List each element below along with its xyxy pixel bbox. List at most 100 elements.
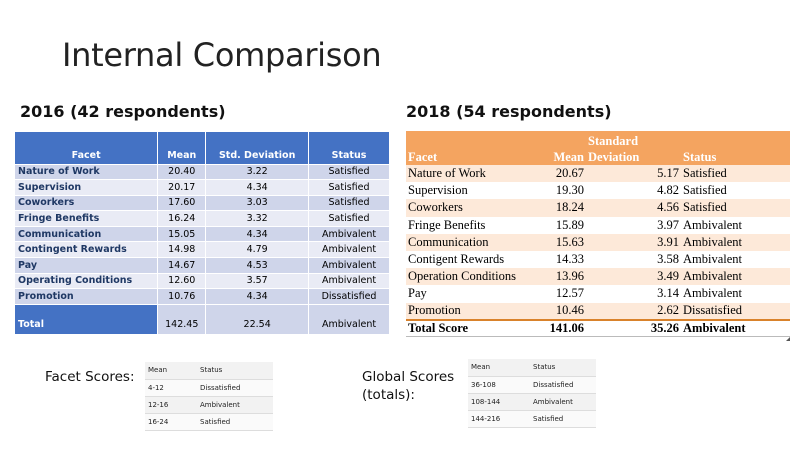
global-scores-legend: Mean Status 36-108 Dissatisfied 108-144 Amb… <box>468 359 596 428</box>
col-header-top <box>681 131 790 149</box>
facet-cell: Communication <box>406 233 536 251</box>
total-std: 35.26 <box>586 318 681 337</box>
mean-cell: 17.60 <box>157 194 207 211</box>
total-status: Ambivalent <box>308 303 390 335</box>
status-cell: Satisfied <box>681 165 790 183</box>
std-cell: 3.97 <box>586 216 681 234</box>
status-cell: Ambivalent <box>308 272 390 289</box>
std-cell: 3.22 <box>205 163 310 180</box>
mean-cell: 16.24 <box>157 210 207 227</box>
table-row: Promotion 10.76 4.34 Dissatisfied <box>15 288 390 305</box>
legend-row: 36-108 Dissatisfied <box>468 376 596 394</box>
table-row: Coworkers 17.60 3.03 Satisfied <box>15 194 390 211</box>
total-label: Total Score <box>406 318 536 337</box>
legend-range: 144-216 <box>468 410 530 428</box>
mean-cell: 15.63 <box>536 233 586 251</box>
facet-cell: Contigent Rewards <box>406 250 536 269</box>
facet-cell: Operating Conditions <box>15 272 159 289</box>
legend-row: 144-216 Satisfied <box>468 410 596 428</box>
table-row: Promotion 10.46 2.62 Dissatisfied <box>406 302 790 320</box>
table-row: Fringe Benefits 15.89 3.97 Ambivalent <box>406 216 790 234</box>
status-cell: Ambivalent <box>681 285 790 303</box>
table-row: Nature of Work 20.67 5.17 Satisfied <box>406 165 790 183</box>
total-mean: 142.45 <box>157 303 207 335</box>
facet-cell: Operation Conditions <box>406 268 536 286</box>
legend-range: 12-16 <box>145 396 197 414</box>
mean-cell: 19.30 <box>536 182 586 200</box>
mean-cell: 18.24 <box>536 199 586 217</box>
legend-status: Satisfied <box>530 410 596 428</box>
legend-header-row: Mean Status <box>468 359 596 377</box>
col-header-facet: Facet <box>406 149 536 165</box>
table-row: Coworkers 18.24 4.56 Satisfied <box>406 199 790 217</box>
facet-cell: Coworkers <box>406 199 536 217</box>
facet-cell: Supervision <box>15 179 159 196</box>
legend-row: 108-144 Ambivalent <box>468 393 596 411</box>
legend-row: 16-24 Satisfied <box>145 413 273 431</box>
facet-cell: Contingent Rewards <box>15 241 159 258</box>
legend-status: Ambivalent <box>530 393 596 411</box>
legend-range: 4-12 <box>145 379 197 397</box>
col-header-std: Deviation <box>586 149 681 165</box>
std-cell: 5.17 <box>586 165 681 183</box>
std-cell: 4.34 <box>205 225 310 242</box>
global-scores-label: Global Scores (totals): <box>362 368 454 404</box>
legend-range: 108-144 <box>468 393 530 411</box>
table-row: Operation Conditions 13.96 3.49 Ambivalent <box>406 268 790 286</box>
mean-cell: 14.67 <box>157 257 207 274</box>
global-scores-label-line2: (totals): <box>362 387 415 403</box>
status-cell: Satisfied <box>681 199 790 217</box>
status-cell: Dissatisfied <box>308 288 390 305</box>
mean-cell: 10.76 <box>157 288 207 305</box>
status-cell: Ambivalent <box>681 233 790 251</box>
table-row: Fringe Benefits 16.24 3.32 Satisfied <box>15 210 390 227</box>
std-cell: 3.91 <box>586 233 681 251</box>
std-cell: 4.34 <box>205 179 310 196</box>
std-cell: 3.58 <box>586 250 681 269</box>
std-cell: 4.34 <box>205 288 310 305</box>
mean-cell: 14.33 <box>536 250 586 269</box>
table-row: Pay 12.57 3.14 Ambivalent <box>406 285 790 303</box>
total-status: Ambivalent <box>681 318 790 337</box>
table-row: Communication 15.63 3.91 Ambivalent <box>406 233 790 251</box>
total-std: 22.54 <box>205 303 310 335</box>
status-cell: Satisfied <box>308 163 390 180</box>
facet-cell: Pay <box>15 257 159 274</box>
status-cell: Satisfied <box>308 179 390 196</box>
legend-header: Status <box>197 362 273 380</box>
std-cell: 4.53 <box>205 257 310 274</box>
total-label: Total <box>15 303 159 335</box>
heading-2018: 2018 (54 respondents) <box>406 102 612 121</box>
col-header-status: Status <box>681 149 790 165</box>
table-row: Pay 14.67 4.53 Ambivalent <box>15 257 390 274</box>
total-row: Total Score 141.06 35.26 Ambivalent <box>406 318 790 337</box>
status-cell: Ambivalent <box>308 257 390 274</box>
facet-cell: Promotion <box>15 288 159 305</box>
mean-cell: 20.67 <box>536 165 586 183</box>
status-cell: Ambivalent <box>308 241 390 258</box>
table-2018: Standard Facet Mean Deviation Status Nat… <box>406 131 790 338</box>
std-cell: 3.32 <box>205 210 310 227</box>
legend-header: Mean <box>145 362 197 380</box>
facet-cell: Promotion <box>406 302 536 320</box>
table-row: Supervision 20.17 4.34 Satisfied <box>15 179 390 196</box>
col-header-mean: Mean <box>157 132 207 164</box>
legend-status: Dissatisfied <box>197 379 273 397</box>
slide-title: Internal Comparison <box>62 36 382 74</box>
legend-status: Dissatisfied <box>530 376 596 394</box>
facet-cell: Fringe Benefits <box>406 216 536 234</box>
legend-row: 4-12 Dissatisfied <box>145 379 273 397</box>
col-header-top <box>536 131 586 149</box>
col-header-std-top: Standard <box>586 131 681 149</box>
legend-header: Mean <box>468 359 530 377</box>
mean-cell: 20.40 <box>157 163 207 180</box>
mean-cell: 12.57 <box>536 285 586 303</box>
mean-cell: 13.96 <box>536 268 586 286</box>
legend-range: 16-24 <box>145 413 197 431</box>
legend-header: Status <box>530 359 596 377</box>
col-header-top <box>406 131 536 149</box>
mean-cell: 12.60 <box>157 272 207 289</box>
legend-header-row: Mean Status <box>145 362 273 380</box>
global-scores-label-line1: Global Scores <box>362 369 455 385</box>
total-row: Total 142.45 22.54 Ambivalent <box>15 303 390 335</box>
